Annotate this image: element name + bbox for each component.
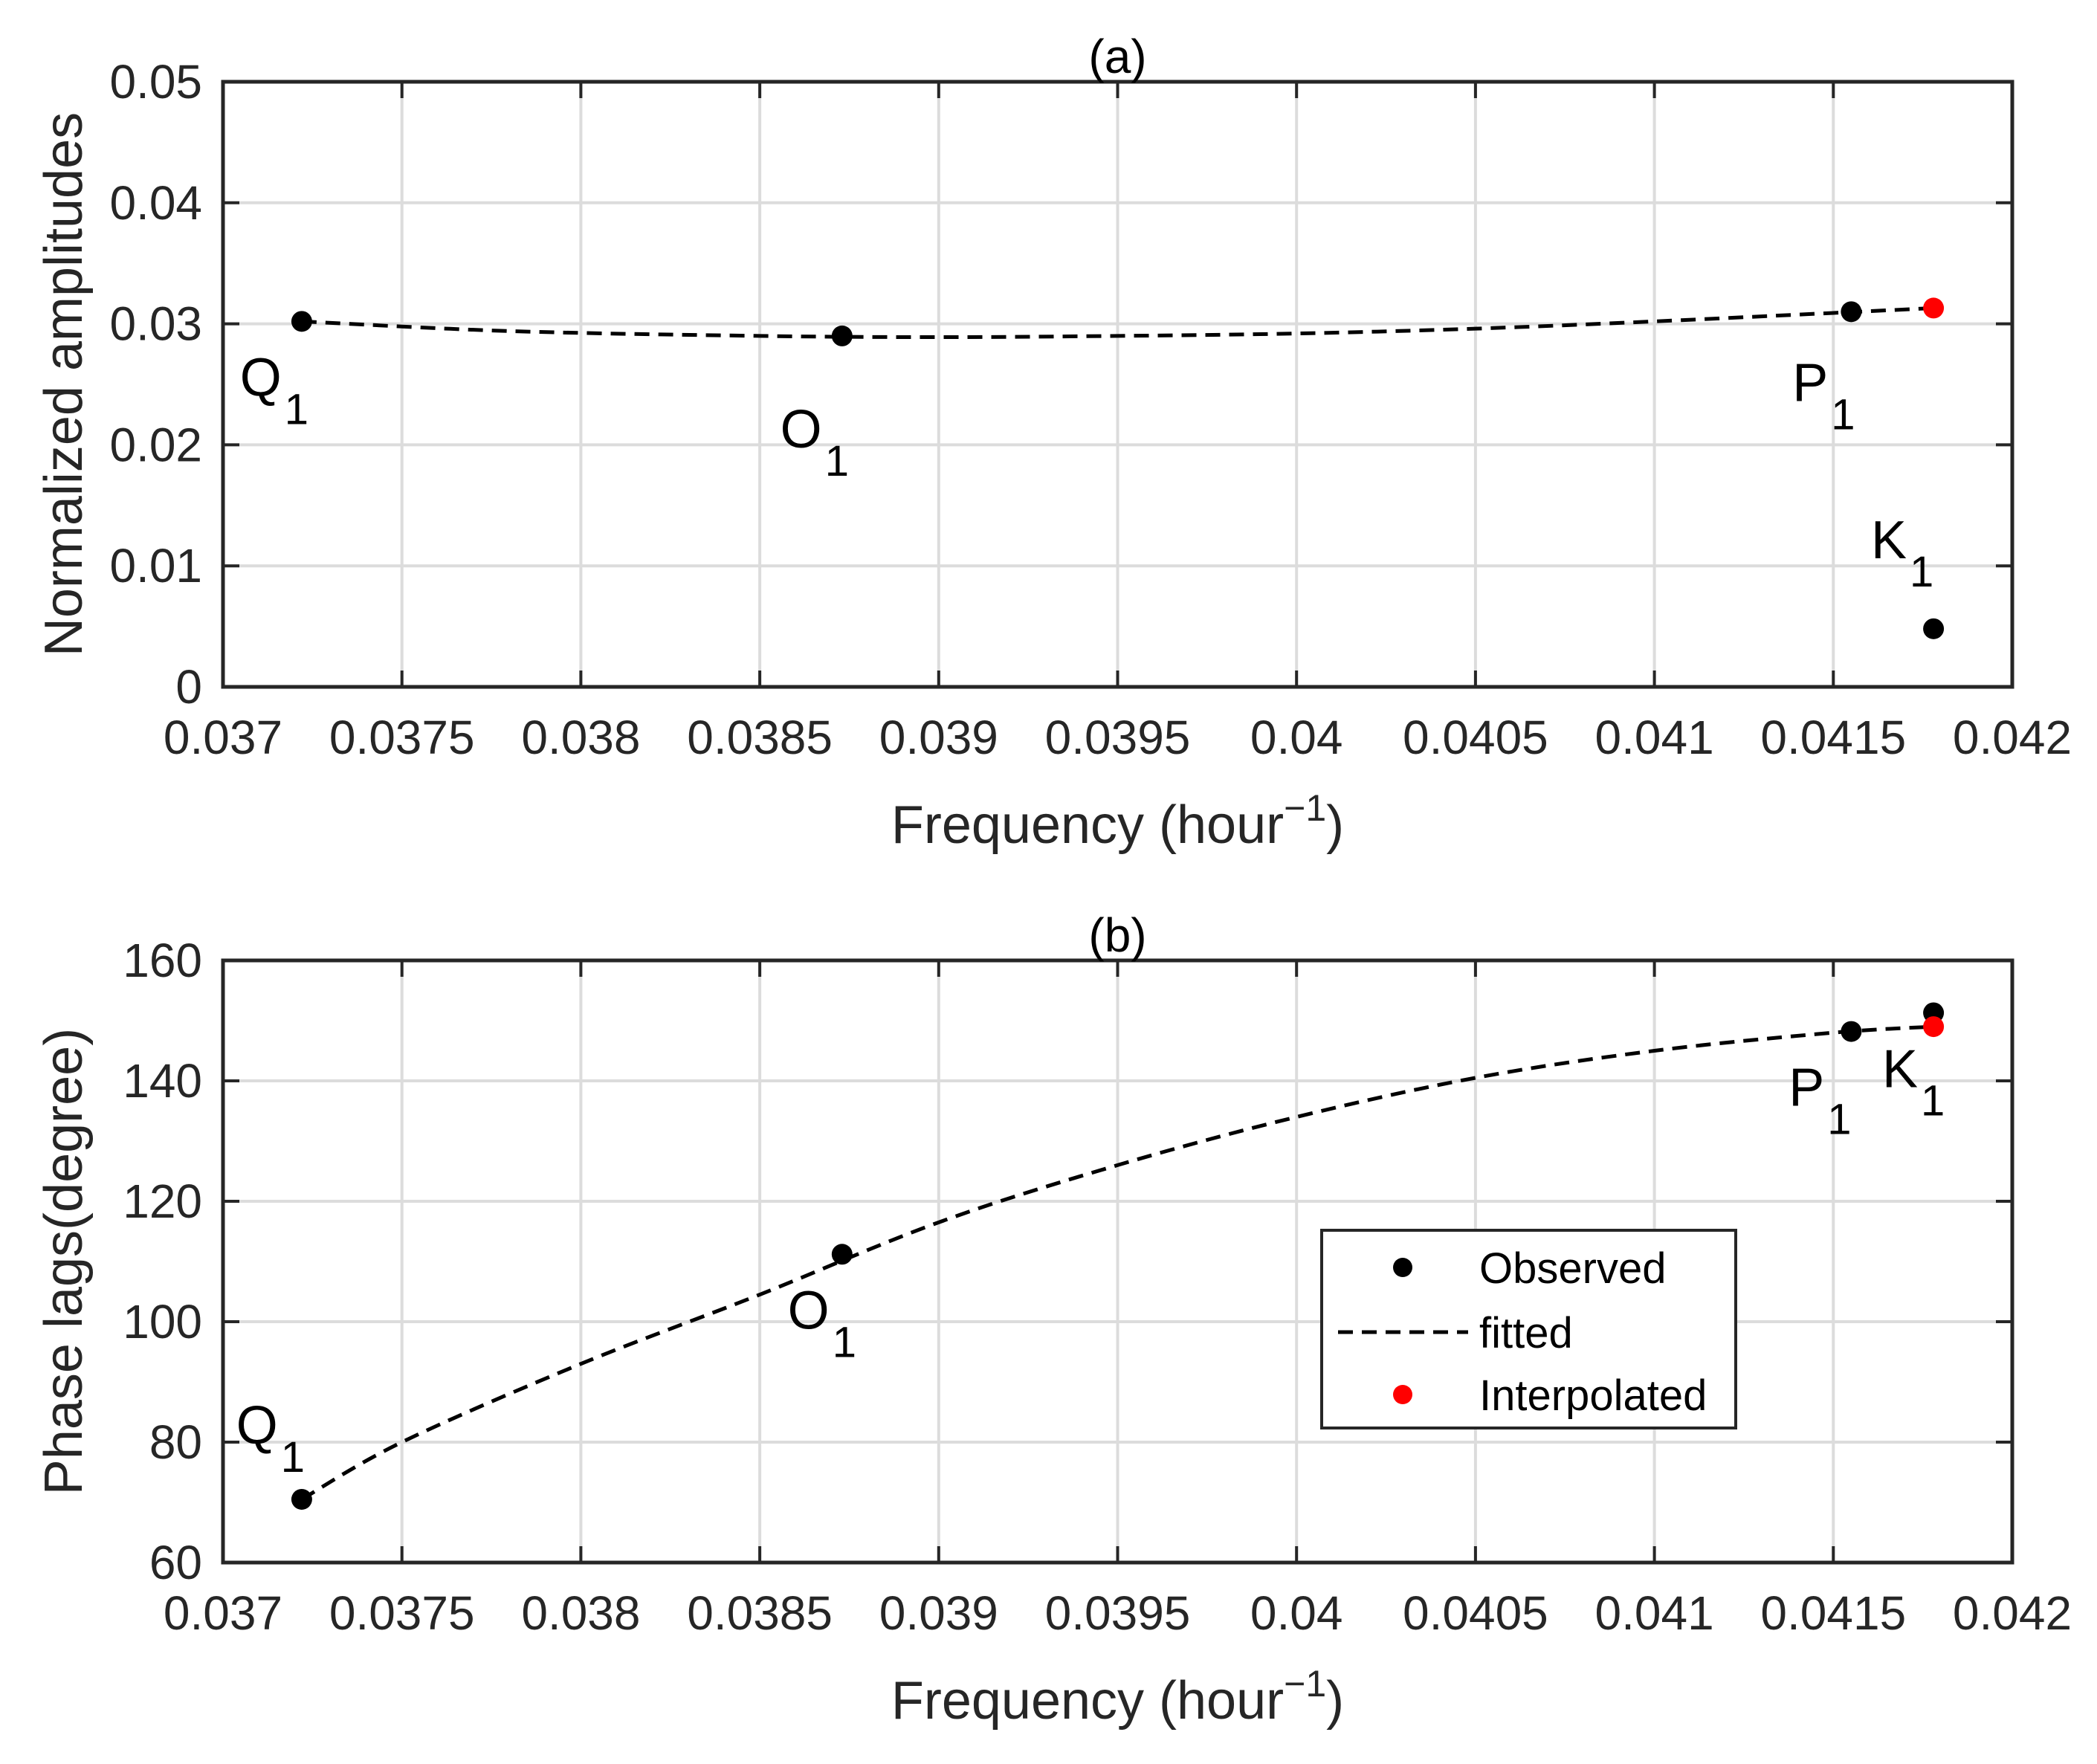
legend-interpolated-label: Interpolated bbox=[1479, 1372, 1707, 1420]
y-tick-label: 0.03 bbox=[109, 297, 202, 351]
x-axis-title: Frequency (hour−1) bbox=[891, 1663, 1344, 1731]
x-tick-label: 0.038 bbox=[521, 711, 640, 764]
legend-fitted-label: fitted bbox=[1479, 1309, 1573, 1357]
observed-point-q1 bbox=[291, 311, 312, 332]
x-tick-label: 0.0395 bbox=[1045, 1586, 1191, 1640]
point-label-subscript: 1 bbox=[1827, 1096, 1851, 1144]
point-label-subscript: 1 bbox=[285, 385, 308, 433]
interpolated-point bbox=[1923, 297, 1945, 319]
x-tick-label: 0.0385 bbox=[687, 711, 833, 764]
interpolated-point bbox=[1923, 1016, 1945, 1038]
x-axis-title: Frequency (hour−1) bbox=[891, 787, 1344, 855]
x-tick-label: 0.042 bbox=[1953, 711, 2072, 764]
point-label-subscript: 1 bbox=[1921, 1076, 1945, 1125]
legend-observed-marker bbox=[1393, 1258, 1412, 1277]
point-label-letter: Q bbox=[240, 348, 282, 407]
observed-point-o1 bbox=[831, 325, 853, 346]
x-tick-label: 0.0375 bbox=[329, 1586, 475, 1640]
panel-title: (a) bbox=[1088, 30, 1146, 83]
y-tick-label: 0.05 bbox=[109, 55, 202, 109]
point-label-o1: O1 bbox=[788, 1281, 856, 1366]
y-tick-label: 0.01 bbox=[109, 539, 202, 592]
panel-a: 0.037 0.0375 0.038 0.0385 0.039 0.0395 0.04 0.0… bbox=[34, 30, 2072, 855]
x-tick-label: 0.0375 bbox=[329, 711, 475, 764]
x-tick-label: 0.042 bbox=[1953, 1586, 2072, 1640]
x-tick-label: 0.041 bbox=[1595, 711, 1714, 764]
point-label-p1: P1 bbox=[1792, 353, 1855, 439]
point-label-subscript: 1 bbox=[1831, 390, 1855, 439]
legend-observed-label: Observed bbox=[1479, 1244, 1666, 1293]
x-axis-title-exponent: −1 bbox=[1284, 787, 1326, 829]
x-tick-label: 0.037 bbox=[164, 711, 282, 764]
y-tick-label: 160 bbox=[123, 934, 202, 987]
x-axis-title-main: Frequency (hour bbox=[891, 1671, 1284, 1731]
observed-point-q1 bbox=[291, 1488, 312, 1510]
y-axis-title: Phase lags(degree) bbox=[34, 1028, 94, 1495]
x-axis-title-close: ) bbox=[1326, 795, 1344, 855]
point-label-letter: K bbox=[1882, 1039, 1918, 1099]
x-axis-title-exponent: −1 bbox=[1284, 1663, 1326, 1705]
point-label-o1: O1 bbox=[781, 400, 849, 485]
x-tick-label: 0.0405 bbox=[1403, 711, 1548, 764]
y-tick-label: 120 bbox=[123, 1175, 202, 1228]
observed-point-p1 bbox=[1841, 301, 1862, 323]
x-tick-label: 0.039 bbox=[879, 1586, 998, 1640]
point-label-letter: O bbox=[788, 1281, 830, 1340]
x-tick-label: 0.039 bbox=[879, 711, 998, 764]
x-tick-label: 0.0385 bbox=[687, 1586, 833, 1640]
point-label-subscript: 1 bbox=[833, 1318, 856, 1366]
fitted-curve bbox=[301, 306, 1934, 340]
legend: Observed fitted Interpolated bbox=[1320, 1229, 1737, 1429]
point-label-subscript: 1 bbox=[281, 1433, 305, 1482]
x-tick-label: 0.04 bbox=[1250, 711, 1343, 764]
y-tick-label: 100 bbox=[123, 1295, 202, 1348]
point-label-letter: Q bbox=[236, 1396, 278, 1456]
y-axis-title: Normalized amplitudes bbox=[34, 112, 94, 656]
observed-point-p1 bbox=[1841, 1021, 1862, 1042]
point-label-subscript: 1 bbox=[825, 437, 849, 485]
y-tick-label: 80 bbox=[149, 1415, 202, 1469]
point-label-subscript: 1 bbox=[1910, 548, 1933, 596]
x-tick-label: 0.04 bbox=[1250, 1586, 1343, 1640]
x-tick-label: 0.041 bbox=[1595, 1586, 1714, 1640]
point-label-q1: Q1 bbox=[240, 348, 308, 433]
y-tick-label: 0.04 bbox=[109, 176, 202, 230]
legend-interpolated-marker bbox=[1393, 1385, 1412, 1404]
x-axis-title-close: ) bbox=[1326, 1671, 1344, 1731]
point-label-q1: Q1 bbox=[236, 1396, 305, 1482]
observed-point-o1 bbox=[831, 1244, 853, 1265]
fitted-curve bbox=[300, 1024, 1934, 1502]
x-tick-label: 0.038 bbox=[521, 1586, 640, 1640]
panel-title: (b) bbox=[1088, 908, 1146, 962]
y-tick-label: 140 bbox=[123, 1054, 202, 1108]
y-tick-label: 0.02 bbox=[109, 418, 202, 471]
point-label-letter: O bbox=[781, 400, 822, 459]
point-label-p1: P1 bbox=[1789, 1059, 1851, 1144]
y-tick-label: 60 bbox=[149, 1536, 202, 1589]
y-tick-label: 0 bbox=[175, 660, 202, 714]
legend-box bbox=[1320, 1229, 1737, 1429]
x-tick-label: 0.037 bbox=[164, 1586, 282, 1640]
observed-point-k1 bbox=[1923, 618, 1945, 639]
x-tick-label: 0.0395 bbox=[1045, 711, 1191, 764]
x-tick-label: 0.0415 bbox=[1760, 1586, 1906, 1640]
x-axis-title-main: Frequency (hour bbox=[891, 795, 1284, 855]
point-label-letter: P bbox=[1792, 353, 1828, 413]
point-label-k1: K1 bbox=[1871, 511, 1933, 596]
x-tick-label: 0.0405 bbox=[1403, 1586, 1548, 1640]
x-tick-label: 0.0415 bbox=[1760, 711, 1906, 764]
point-label-letter: K bbox=[1871, 511, 1907, 570]
point-label-letter: P bbox=[1789, 1059, 1824, 1118]
panel-b: 0.037 0.0375 0.038 0.0385 0.039 0.0395 0.04 0.0… bbox=[34, 908, 2072, 1731]
point-label-k1: K1 bbox=[1882, 1039, 1945, 1125]
